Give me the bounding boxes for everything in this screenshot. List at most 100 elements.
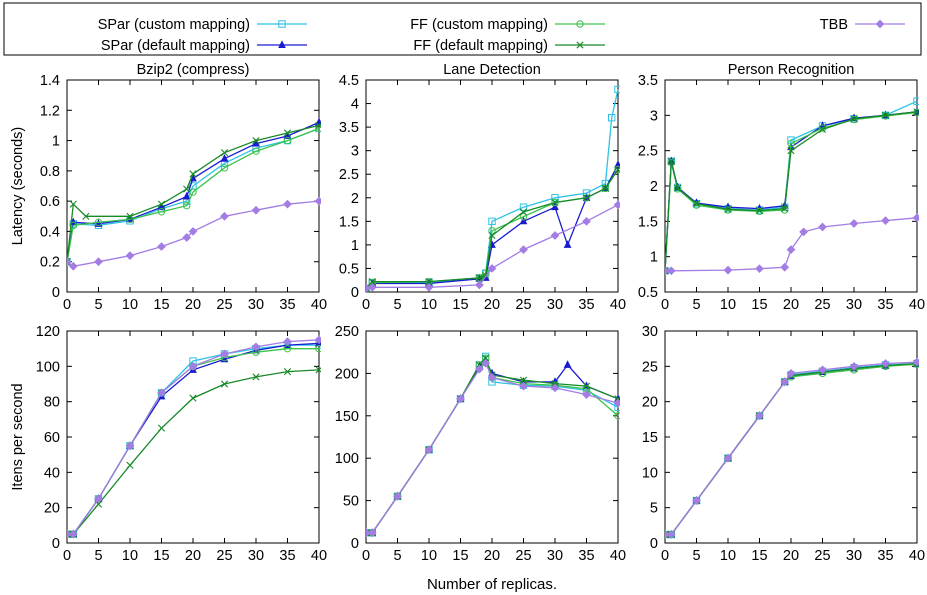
- data-point: [283, 129, 292, 137]
- data-point: [157, 202, 166, 211]
- series-line: [67, 127, 320, 262]
- series-line: [366, 362, 619, 534]
- plot-frame: [664, 330, 918, 544]
- x-tick-label: 20: [484, 297, 500, 313]
- y-tick-label: 1.5: [339, 214, 359, 230]
- data-point: [475, 364, 484, 374]
- data-point: [424, 445, 434, 455]
- x-tick-label: 15: [452, 297, 468, 313]
- data-point: [189, 170, 197, 178]
- series-line: [67, 369, 320, 535]
- x-tick-label: 40: [909, 548, 925, 564]
- data-point: [614, 160, 620, 168]
- data-point: [755, 207, 764, 215]
- legend-entry: TBB: [820, 17, 905, 33]
- data-point: [724, 205, 732, 213]
- data-point: [315, 121, 321, 130]
- legend-entry: SPar (custom mapping): [98, 17, 307, 33]
- legend-label: FF (custom mapping): [410, 17, 548, 33]
- data-point: [614, 165, 620, 174]
- series-line: [366, 356, 619, 534]
- x-tick-label: 15: [751, 297, 767, 313]
- data-point: [220, 154, 229, 162]
- y-tick-label: 150: [335, 409, 359, 425]
- y-tick-label: 20: [642, 395, 658, 411]
- data-point: [614, 412, 620, 420]
- data-point: [188, 361, 198, 371]
- data-point: [475, 274, 483, 282]
- data-point: [723, 265, 733, 275]
- series: [366, 355, 620, 536]
- data-point: [157, 208, 166, 216]
- y-axis-label: Itens per second: [10, 383, 26, 490]
- data-point: [189, 394, 197, 402]
- y-tick-label: 25: [642, 359, 658, 375]
- y-tick-label: 4.5: [339, 73, 359, 89]
- series: [366, 85, 620, 292]
- x-tick-label: 30: [846, 548, 862, 564]
- y-tick-label: 0.4: [40, 224, 60, 240]
- x-tick-label: 30: [248, 548, 264, 564]
- x-tick-label: 10: [720, 297, 736, 313]
- x-tick-label: 5: [393, 297, 401, 313]
- series: [665, 357, 919, 539]
- data-point: [68, 529, 78, 539]
- data-point: [182, 233, 192, 242]
- x-tick-label: 40: [311, 548, 327, 564]
- chart-panel: 0 5 10 15 20 25 30 35 40 0 5 10 15 20 25 30: [642, 324, 925, 564]
- data-point: [94, 257, 103, 267]
- y-tick-label: 10: [642, 465, 658, 481]
- y-tick-label: 1.5: [638, 214, 658, 230]
- y-tick-label: 3: [351, 144, 359, 160]
- data-point: [157, 388, 166, 398]
- data-point: [126, 212, 134, 220]
- x-tick-label: 35: [877, 297, 893, 313]
- data-point: [251, 205, 261, 215]
- x-tick-label: 5: [94, 297, 102, 313]
- y-tick-label: 1.4: [40, 73, 60, 89]
- series-line: [67, 344, 319, 535]
- series: [67, 196, 321, 271]
- x-tick-label: 40: [311, 297, 327, 313]
- series: [67, 335, 321, 539]
- data-point: [818, 365, 827, 375]
- shared-x-axis-label: Number of replicas.: [427, 576, 557, 593]
- legend-label: FF (default mapping): [413, 38, 548, 54]
- legend-swatch-marker: [576, 20, 584, 28]
- x-tick-label: 30: [248, 297, 264, 313]
- legend-swatch-marker: [278, 20, 286, 28]
- y-tick-label: 5: [650, 501, 658, 517]
- series: [67, 121, 321, 266]
- legend-swatch-marker: [278, 40, 286, 48]
- legend-entry: SPar (default mapping): [101, 38, 307, 54]
- data-point: [314, 196, 321, 206]
- data-point: [488, 231, 496, 240]
- x-tick-label: 5: [692, 548, 700, 564]
- y-tick-label: 15: [642, 430, 658, 446]
- y-tick-label: 1: [650, 250, 658, 266]
- data-point: [818, 222, 827, 232]
- y-tick-label: 20: [44, 501, 60, 517]
- x-tick-label: 10: [122, 548, 138, 564]
- legend: SPar (custom mapping) SPar (default mappi…: [3, 2, 922, 56]
- data-point: [182, 191, 191, 200]
- data-point: [314, 335, 321, 345]
- data-point: [818, 125, 827, 134]
- legend-entry: FF (custom mapping): [410, 17, 605, 33]
- chart-panels: 0 5 10 15 20 25 30 35 4000.20.40.60.811.21.4Bzip…: [10, 62, 925, 564]
- data-point: [551, 198, 559, 207]
- x-tick-label: 25: [515, 548, 531, 564]
- y-tick-label: 0: [52, 285, 60, 301]
- series-line: [665, 362, 918, 536]
- data-point: [613, 398, 620, 408]
- series-line: [67, 348, 319, 535]
- data-point: [252, 138, 260, 147]
- series-line: [665, 363, 918, 536]
- x-tick-label: 0: [362, 297, 370, 313]
- data-point: [69, 200, 77, 208]
- x-tick-label: 20: [783, 548, 799, 564]
- data-point: [723, 453, 733, 463]
- series-line: [665, 362, 918, 536]
- y-axis-label: Latency (seconds): [10, 127, 26, 245]
- data-point: [456, 394, 465, 404]
